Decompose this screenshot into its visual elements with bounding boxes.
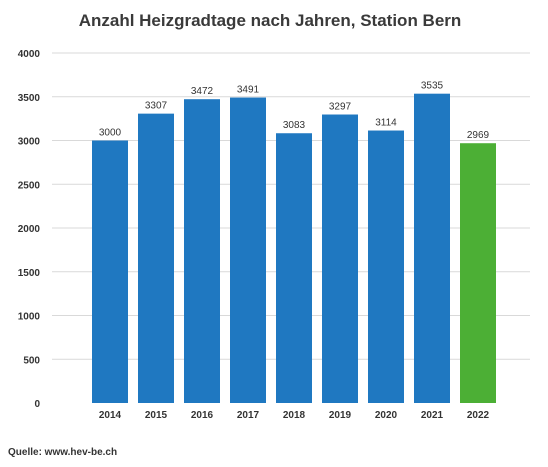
chart-title: Anzahl Heizgradtage nach Jahren, Station… [79, 11, 462, 30]
bar-2022 [460, 143, 496, 403]
bar-2020 [368, 130, 404, 403]
y-tick-label: 2000 [18, 224, 41, 235]
x-axis-ticks: 2014 2015 2016 2017 2018 2019 2020 2021 2022 [99, 410, 490, 421]
x-tick-label-2020: 2020 [375, 410, 398, 421]
x-tick-label-2017: 2017 [237, 410, 260, 421]
bar-2021 [414, 93, 450, 403]
bar-2014 [92, 140, 128, 403]
x-tick-label-2022: 2022 [467, 410, 490, 421]
x-tick-label-2014: 2014 [99, 410, 122, 421]
bars [92, 93, 496, 404]
x-tick-label-2015: 2015 [145, 410, 168, 421]
bar-2015 [138, 113, 174, 403]
data-label-2018: 3083 [283, 120, 306, 131]
y-tick-label: 1000 [18, 312, 41, 323]
data-label-2014: 3000 [99, 128, 122, 139]
bar-2018 [276, 133, 312, 404]
data-label-2016: 3472 [191, 86, 214, 97]
y-tick-label: 1500 [18, 268, 41, 279]
data-label-2021: 3535 [421, 81, 444, 92]
x-tick-label-2019: 2019 [329, 410, 352, 421]
bar-2016 [184, 99, 220, 403]
source-note: Quelle: www.hev-be.ch [8, 447, 118, 458]
data-label-2019: 3297 [329, 102, 352, 113]
bar-2017 [230, 97, 266, 403]
y-tick-label: 3500 [18, 93, 41, 104]
x-tick-label-2016: 2016 [191, 410, 214, 421]
y-tick-label: 500 [23, 355, 40, 366]
x-tick-label-2018: 2018 [283, 410, 306, 421]
x-tick-label-2021: 2021 [421, 410, 444, 421]
y-tick-label: 2500 [18, 180, 41, 191]
y-axis-ticks: 0 500 1000 1500 2000 2500 3000 3500 4000 [18, 49, 41, 410]
data-label-2015: 3307 [145, 101, 168, 112]
data-label-2017: 3491 [237, 85, 260, 96]
y-tick-label: 0 [34, 399, 40, 410]
data-label-2022: 2969 [467, 130, 490, 141]
y-tick-label: 3000 [18, 137, 41, 148]
data-label-2020: 3114 [375, 118, 397, 129]
y-tick-label: 4000 [18, 49, 41, 60]
bar-2019 [322, 114, 358, 403]
data-labels: 3000 3307 3472 3491 3083 3297 3114 3535 2969 [99, 81, 490, 142]
